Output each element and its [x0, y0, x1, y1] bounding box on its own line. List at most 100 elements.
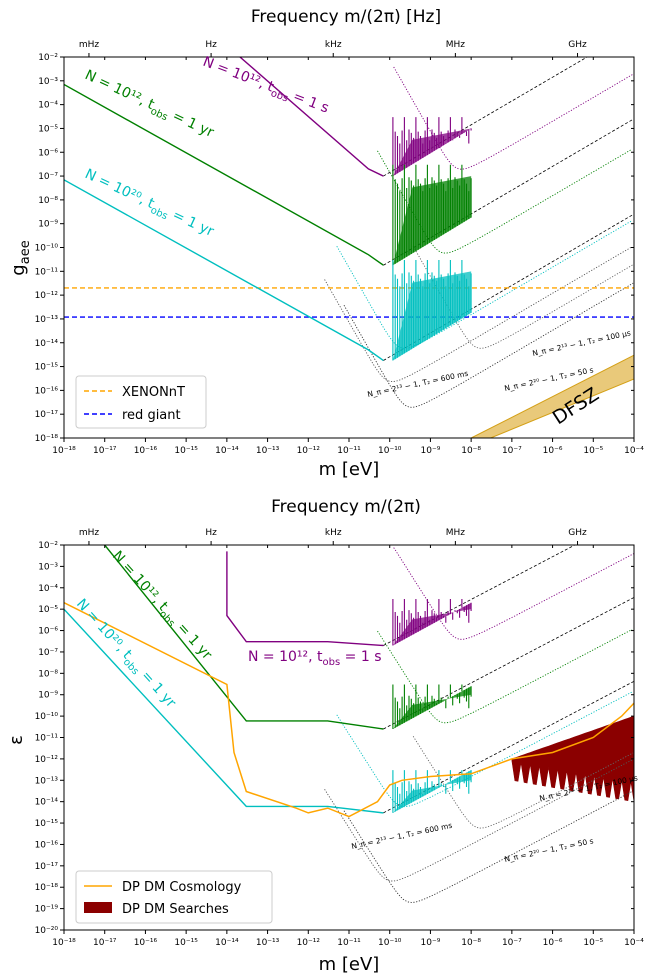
bottom-series-green	[104, 545, 384, 730]
bottom-y-ticks: 10⁻²⁰ 10⁻¹⁹ 10⁻¹⁸ 10⁻¹⁷ 10⁻¹⁶ 10⁻¹⁵ 10⁻¹⁴ 10⁻¹³…	[35, 541, 634, 936]
bottom-ytick-label: 10⁻²⁰	[35, 926, 59, 936]
top-sens-600ms	[324, 246, 633, 383]
bottom-ytick-label: 10⁻⁹	[38, 691, 58, 701]
bottom-freq-label: MHz	[446, 528, 466, 538]
top-spikes-green-fill	[392, 176, 472, 266]
bottom-label-purple-sub: obs	[323, 657, 341, 668]
top-x-label: m [eV]	[319, 459, 380, 480]
top-ytick-label: 10⁻¹⁸	[35, 434, 59, 444]
bottom-xtick-label: 10⁻¹⁸	[52, 938, 76, 948]
bottom-freq-ticks: mHz Hz kHz MHz GHz	[79, 528, 587, 545]
top-y-label: gaee	[8, 240, 33, 275]
bottom-label-green-main: N = 10¹², t	[109, 548, 171, 614]
bottom-ytick-label: 10⁻⁴	[38, 584, 58, 594]
top-ytick-label: 10⁻¹⁶	[35, 386, 59, 396]
bottom-freq-label: kHz	[325, 528, 342, 538]
bottom-xtick-label: 10⁻¹¹	[337, 938, 361, 948]
bottom-title: Frequency m/(2π)	[271, 497, 421, 517]
top-legend-redgiant: red giant	[122, 408, 181, 423]
top-sens-50s	[343, 282, 634, 408]
bottom-label-cyan-val: = 1 yr	[135, 665, 179, 712]
bottom-ytick-label: 10⁻¹¹	[35, 734, 59, 744]
bottom-xtick-label: 10⁻⁸	[461, 938, 481, 948]
top-ytick-label: 10⁻¹²	[35, 291, 59, 301]
bottom-label-purple-val: = 1 s	[340, 649, 381, 665]
bottom-ytick-label: 10⁻¹⁸	[35, 883, 59, 893]
bottom-panel: Frequency m/(2π) 10⁻¹⁸ 10⁻¹⁷ 10⁻¹⁶ 10⁻¹⁵ 10⁻…	[6, 497, 644, 975]
bottom-xtick-label: 10⁻¹³	[256, 938, 280, 948]
bottom-freq-label: mHz	[79, 528, 100, 538]
top-freq-label: mHz	[79, 40, 100, 50]
top-xtick-label: 10⁻⁵	[583, 446, 603, 456]
top-ytick-label: 10⁻¹⁰	[35, 244, 59, 254]
bottom-ytick-label: 10⁻¹⁷	[35, 862, 59, 872]
top-xtick-label: 10⁻¹³	[256, 446, 280, 456]
top-freq-label: Hz	[205, 40, 217, 50]
bottom-ytick-label: 10⁻¹⁴	[35, 798, 59, 808]
top-sens-green	[377, 148, 633, 254]
top-series-purple	[238, 57, 384, 177]
bottom-y-label: ε	[6, 735, 27, 745]
top-ytick-label: 10⁻¹⁴	[35, 339, 59, 349]
bottom-ytick-label: 10⁻³	[38, 562, 58, 572]
top-ytick-label: 10⁻⁴	[38, 101, 58, 111]
bottom-series-cosmology	[64, 602, 634, 818]
bottom-ytick-label: 10⁻¹⁹	[35, 905, 59, 915]
top-legend-box	[75, 375, 207, 429]
bottom-xtick-label: 10⁻¹⁵	[174, 938, 198, 948]
top-xtick-label: 10⁻⁸	[461, 446, 481, 456]
bottom-spikes-cyan-fill	[392, 770, 472, 813]
top-xtick-label: 10⁻⁶	[543, 446, 563, 456]
top-freq-label: kHz	[325, 40, 342, 50]
bottom-ytick-label: 10⁻¹⁶	[35, 840, 59, 850]
top-label-purple: N = 10¹², tobs = 1 s	[199, 54, 330, 120]
bottom-ytick-label: 10⁻¹²	[35, 755, 59, 765]
top-freq-label: MHz	[446, 40, 466, 50]
top-y-ticks: 10⁻¹⁸ 10⁻¹⁷ 10⁻¹⁶ 10⁻¹⁵ 10⁻¹⁴ 10⁻¹³ 10⁻¹² 10⁻¹¹…	[35, 53, 634, 444]
bottom-xtick-label: 10⁻¹⁷	[93, 938, 117, 948]
bottom-freq-label: GHz	[568, 528, 587, 538]
top-xtick-label: 10⁻¹⁷	[93, 446, 117, 456]
bottom-xtick-label: 10⁻⁵	[583, 938, 603, 948]
top-freq-label: GHz	[568, 40, 587, 50]
top-extrap-0	[383, 57, 588, 177]
top-panel: Frequency m/(2π) [Hz] 10⁻¹⁸ 10⁻¹⁷ 10⁻¹⁶ 10⁻…	[8, 7, 644, 480]
bottom-plot-area	[64, 545, 634, 903]
top-label-purple-main: N = 10¹², t	[201, 54, 277, 96]
bottom-xtick-label: 10⁻⁹	[421, 938, 441, 948]
bottom-ytick-label: 10⁻¹³	[35, 776, 59, 786]
bottom-sens-green	[377, 629, 633, 724]
top-xtick-label: 10⁻¹⁴	[215, 446, 239, 456]
top-label-cyan: N = 10²⁰, tobs = 1 yr	[81, 166, 216, 243]
top-extrap-1	[383, 118, 634, 266]
bottom-ytick-label: 10⁻¹⁰	[35, 712, 59, 722]
top-series-cyan	[64, 179, 384, 362]
top-extrap-2	[383, 213, 634, 361]
bottom-xtick-label: 10⁻¹⁴	[215, 938, 239, 948]
bottom-xtick-label: 10⁻⁶	[543, 938, 563, 948]
bottom-legend: DP DM Cosmology DP DM Searches	[75, 870, 273, 924]
top-legend-xenon: XENONnT	[122, 385, 185, 400]
top-ytick-label: 10⁻¹⁵	[35, 363, 59, 373]
top-label-green-val: = 1 yr	[166, 106, 217, 141]
top-ytick-label: 10⁻²	[38, 53, 58, 63]
bottom-ytick-label: 10⁻¹⁵	[35, 819, 59, 829]
top-clipped	[64, 57, 634, 438]
top-ytick-label: 10⁻³	[38, 77, 58, 87]
top-title: Frequency m/(2π) [Hz]	[251, 7, 441, 27]
top-x-ticks: 10⁻¹⁸ 10⁻¹⁷ 10⁻¹⁶ 10⁻¹⁵ 10⁻¹⁴ 10⁻¹³ 10⁻¹² 10⁻¹¹…	[52, 57, 644, 456]
bottom-ytick-label: 10⁻⁶	[38, 627, 58, 637]
bottom-series-cyan	[64, 608, 384, 814]
bottom-spikes-purple-fill	[392, 602, 472, 646]
bottom-x-label: m [eV]	[319, 954, 380, 975]
bottom-xtick-label: 10⁻¹⁰	[378, 938, 402, 948]
top-ytick-label: 10⁻¹⁷	[35, 410, 59, 420]
bottom-clipped	[64, 545, 634, 903]
bottom-xtick-label: 10⁻⁷	[502, 938, 522, 948]
bottom-legend-searches: DP DM Searches	[122, 902, 229, 917]
top-y-label-sub: aee	[18, 240, 33, 264]
top-ann-600ms: N_π = 2¹³ − 1, T₂ = 600 ms	[367, 369, 470, 399]
top-ytick-label: 10⁻¹³	[35, 315, 59, 325]
bottom-sens-100us	[412, 736, 634, 829]
